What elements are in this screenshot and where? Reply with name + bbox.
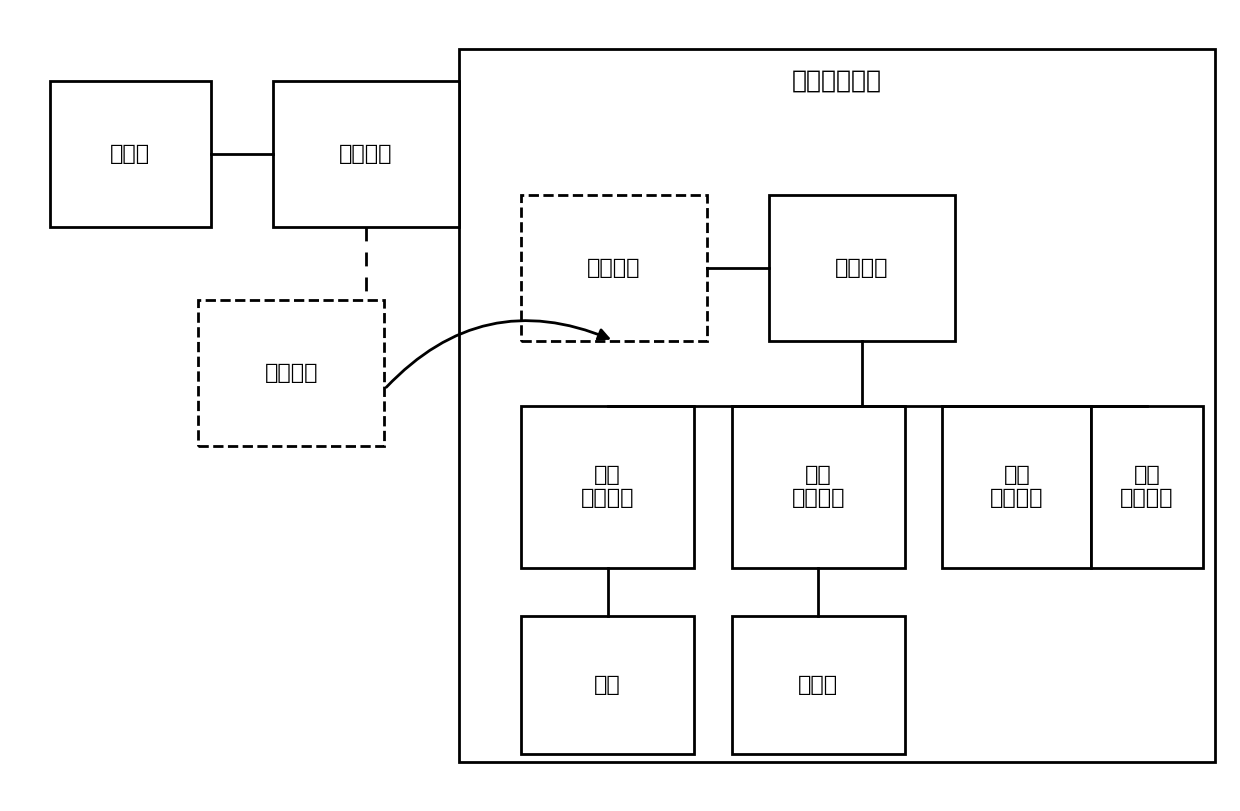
Text: 电机: 电机 bbox=[594, 676, 621, 695]
Text: 主控单元: 主控单元 bbox=[835, 258, 889, 277]
FancyBboxPatch shape bbox=[521, 195, 707, 341]
Text: 模型控制单元: 模型控制单元 bbox=[792, 69, 882, 93]
FancyBboxPatch shape bbox=[521, 406, 694, 568]
FancyBboxPatch shape bbox=[459, 49, 1215, 762]
FancyBboxPatch shape bbox=[273, 81, 459, 227]
Text: 信号
放大单元: 信号 放大单元 bbox=[990, 465, 1044, 508]
FancyBboxPatch shape bbox=[732, 616, 905, 754]
FancyBboxPatch shape bbox=[1091, 406, 1203, 568]
Text: 音频
处理单元: 音频 处理单元 bbox=[791, 465, 846, 508]
Text: 信息
采集单元: 信息 采集单元 bbox=[1120, 465, 1174, 508]
Text: 存储单元: 存储单元 bbox=[587, 258, 641, 277]
FancyBboxPatch shape bbox=[50, 81, 211, 227]
FancyBboxPatch shape bbox=[732, 406, 905, 568]
FancyBboxPatch shape bbox=[198, 300, 384, 446]
FancyBboxPatch shape bbox=[769, 195, 955, 341]
Text: 扬声器: 扬声器 bbox=[799, 676, 838, 695]
FancyBboxPatch shape bbox=[521, 616, 694, 754]
Text: 存储单元: 存储单元 bbox=[264, 363, 319, 383]
Text: 接口单元: 接口单元 bbox=[339, 144, 393, 164]
Text: 上位机: 上位机 bbox=[110, 144, 150, 164]
Text: 电机
控制单元: 电机 控制单元 bbox=[580, 465, 635, 508]
FancyBboxPatch shape bbox=[942, 406, 1091, 568]
